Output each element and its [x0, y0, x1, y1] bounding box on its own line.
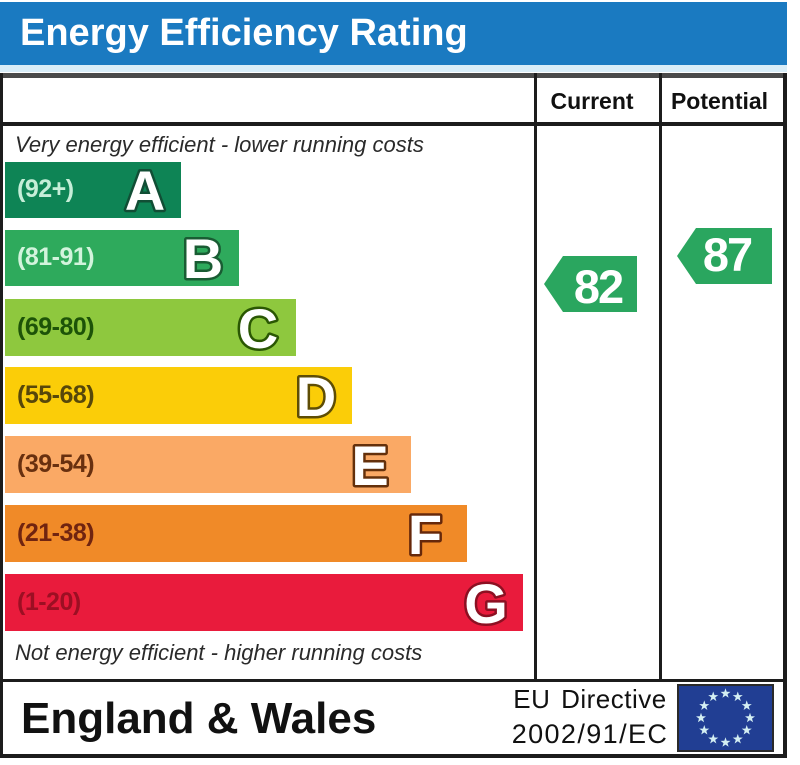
- svg-text:A: A: [125, 159, 165, 222]
- svg-text:F: F: [408, 503, 442, 566]
- svg-text:G: G: [464, 572, 508, 635]
- svg-text:D: D: [296, 365, 336, 428]
- svg-text:E: E: [351, 434, 388, 497]
- svg-text:B: B: [183, 227, 223, 290]
- svg-text:C: C: [238, 297, 278, 360]
